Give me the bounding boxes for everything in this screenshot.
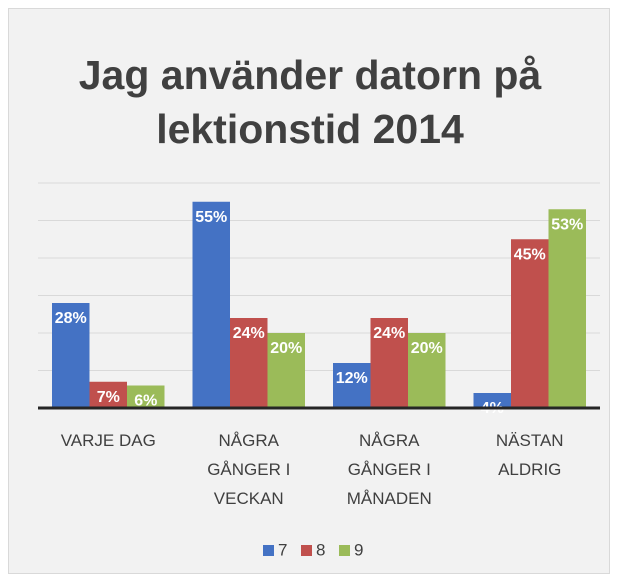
value-label: 7% [97, 389, 120, 406]
x-tick-label: NÄSTAN ALDRIG [495, 431, 564, 479]
value-label: 53% [551, 216, 583, 233]
bar [473, 393, 511, 408]
value-label: 28% [55, 310, 87, 327]
value-label: 24% [373, 325, 405, 342]
legend-swatch [263, 545, 274, 556]
bar [89, 381, 127, 408]
bar [267, 333, 305, 408]
value-label: 20% [411, 340, 443, 357]
bar [230, 318, 268, 408]
bar [548, 209, 586, 408]
bar [52, 303, 90, 408]
value-label: 55% [195, 209, 227, 226]
legend-label: 9 [354, 540, 363, 559]
x-tick-label: VARJE DAG [60, 431, 156, 450]
x-tick-label: NÅGRA GÅNGER I VECKAN [207, 431, 291, 508]
value-label: 24% [233, 325, 265, 342]
legend-label: 8 [316, 540, 325, 559]
value-label: 20% [270, 340, 302, 357]
legend-swatch [339, 545, 350, 556]
chart-title: Jag använder datorn på lektionstid 2014 [78, 52, 542, 152]
value-label: 6% [134, 393, 157, 410]
bar [408, 333, 446, 408]
legend-label: 7 [278, 540, 287, 559]
bar [333, 363, 371, 408]
bar [370, 318, 408, 408]
bar [192, 201, 230, 408]
chart-frame [8, 8, 610, 574]
value-label: 45% [514, 246, 546, 263]
bar [511, 239, 549, 408]
value-label: 12% [336, 370, 368, 387]
x-tick-label: NÅGRA GÅNGER I MÅNADEN [346, 431, 432, 508]
legend-swatch [301, 545, 312, 556]
bar [127, 385, 165, 408]
